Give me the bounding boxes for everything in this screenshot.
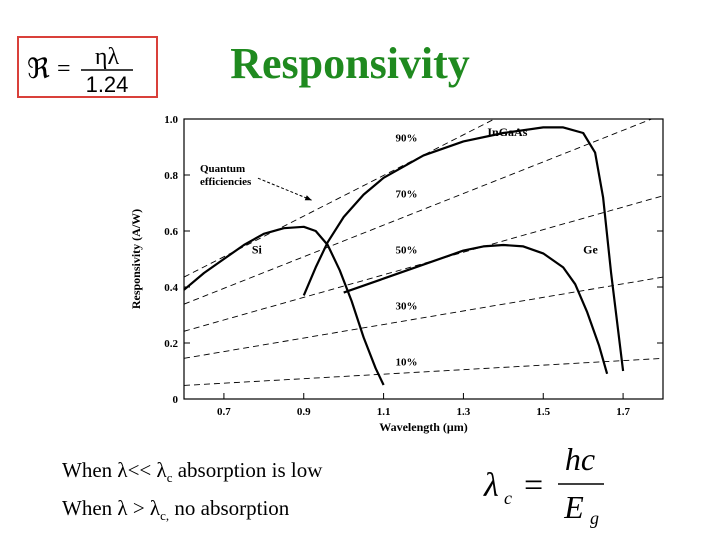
efficiency-line-3 [184,276,663,359]
x-axis-label: Wavelength (μm) [379,420,467,434]
formula-numerator: ηλ [95,44,120,70]
x-tick-label-3: 1.3 [457,406,471,418]
series-curves [183,126,625,386]
eq-denominator-sub: g [590,508,599,528]
eq-denominator: E [563,489,584,525]
responsivity-symbol: ℜ [27,54,50,85]
efficiency-line-1 [184,119,653,305]
efficiency-line-2 [184,195,663,332]
responsivity-chart: 0.7 0.9 1.1 1.3 1.5 1.7 0 0.2 0.4 0.6 0.8 1.0 Wavele… [129,114,664,434]
efficiency-lines [184,119,663,386]
series-curve-2 [343,243,609,375]
series-curve-0 [183,225,385,386]
y-tick-label-5: 1.0 [164,114,178,126]
annotation-text: Quantum efficiencies [200,163,252,188]
efficiency-label-3: 30% [396,300,418,312]
chart-labels: 90% 70% 50% 30% 10% Si InGaAs Ge Quantum efficien… [200,125,599,369]
note-line-1: When λ<< λc absorption is low [62,458,323,486]
responsivity-formula-box: ℜ = ηλ 1.24 [17,36,158,98]
x-tick-label-2: 1.1 [377,406,391,418]
efficiency-label-1: 70% [396,188,418,200]
y-tick-label-4: 0.8 [164,170,178,182]
eq-numerator: hc [565,441,595,477]
y-tick-label-2: 0.4 [164,282,178,294]
x-tick-label-4: 1.5 [536,406,550,418]
cutoff-wavelength-equation: λ c = hc E g [483,441,604,528]
eq-lambda-sub: c [504,488,512,508]
plot-frame [183,118,664,400]
series-curve-1 [302,126,625,372]
y-tick-label-3: 0.6 [164,226,178,238]
annotation-arrow-head [304,195,312,201]
note-line-2: When λ > λc, no absorption [62,496,290,524]
y-tick-label-0: 0 [173,394,179,406]
responsivity-formula: ℜ = ηλ 1.24 [27,44,133,96]
eq-lambda: λ [483,467,499,504]
formula-denominator: 1.24 [86,72,129,96]
x-tick-label-5: 1.7 [616,406,630,418]
series-label-0: Si [252,242,263,256]
x-tick-label-1: 0.9 [297,406,311,418]
page-title: Responsivity [230,39,470,88]
formula-equals: = [57,56,71,82]
annotation-line-0: Quantum [200,163,245,175]
efficiency-label-0: 90% [396,132,418,144]
notes: When λ<< λc absorption is low When λ > λ… [62,455,322,531]
axes: 0.7 0.9 1.1 1.3 1.5 1.7 0 0.2 0.4 0.6 0.8 1.0 Wavele… [129,114,664,434]
series-label-1: InGaAs [487,125,527,139]
y-axis-label: Responsivity (A/W) [129,209,143,309]
efficiency-label-4: 10% [396,356,418,368]
efficiency-line-4 [184,357,663,386]
eq-equals: = [524,467,543,504]
y-tick-label-1: 0.2 [164,338,178,350]
annotation-line-1: efficiencies [200,176,252,188]
efficiency-label-2: 50% [396,244,418,256]
series-label-2: Ge [583,242,598,256]
annotation-arrow-line [257,177,312,201]
x-tick-label-0: 0.7 [217,406,231,418]
